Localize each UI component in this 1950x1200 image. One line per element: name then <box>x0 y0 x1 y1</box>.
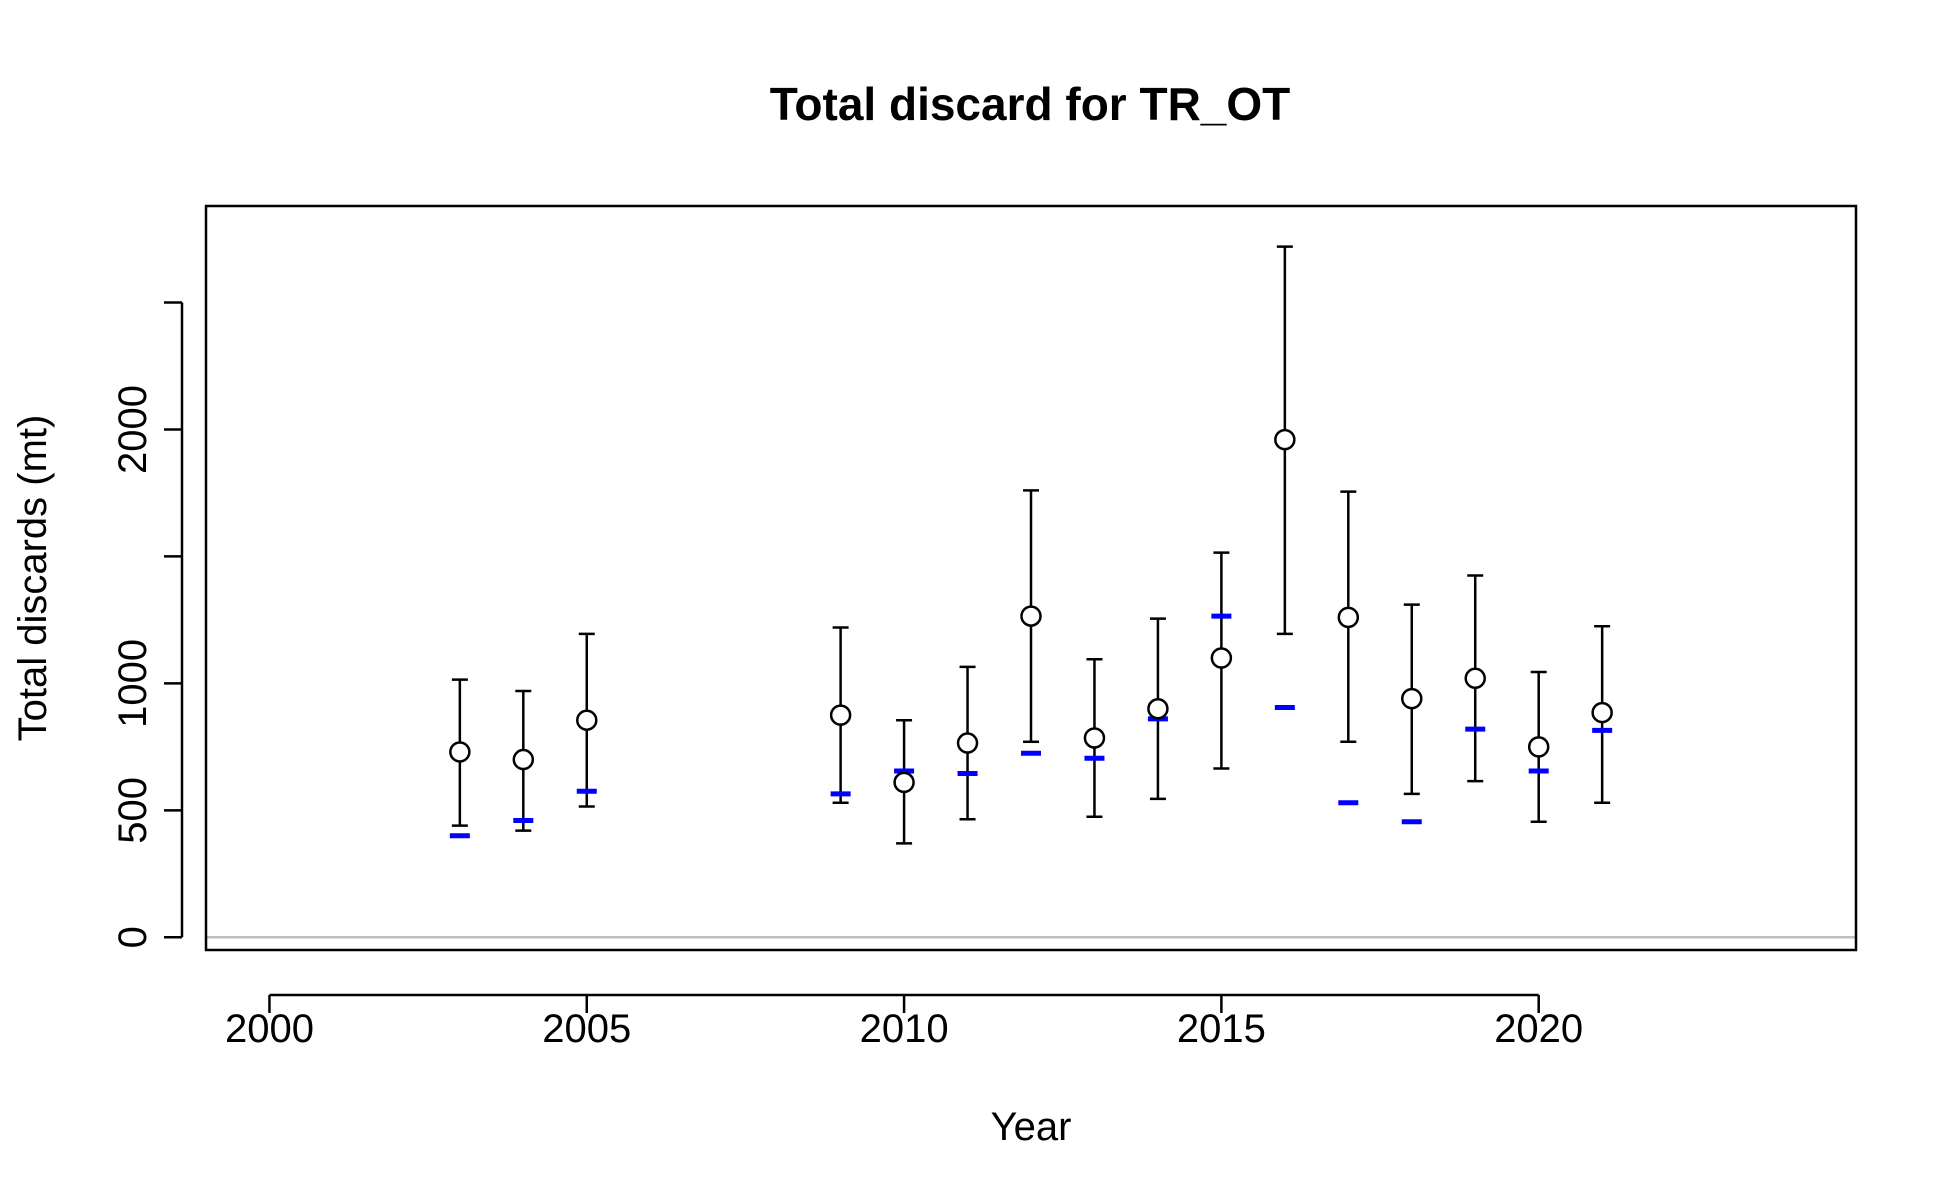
data-point-2020 <box>1527 736 1550 758</box>
y-tick-label-500: 500 <box>111 777 155 844</box>
data-point-2017 <box>1337 606 1360 629</box>
y-axis-label: Total discards (mt) <box>11 415 55 742</box>
y-tick-label-1000: 1000 <box>111 639 155 728</box>
data-point-2011 <box>956 732 979 754</box>
data-point-2004 <box>512 748 535 771</box>
y-tick-label-2000: 2000 <box>111 385 155 474</box>
data-point-2003 <box>449 741 471 763</box>
data-point-2015 <box>1210 647 1233 669</box>
y-axis: 0 500 1000 2000 <box>111 301 184 948</box>
x-tick-label-2000: 2000 <box>225 1007 314 1051</box>
data-point-2019 <box>1464 667 1486 690</box>
data-point-2016 <box>1274 428 1296 451</box>
x-tick-label-2020: 2020 <box>1494 1007 1583 1051</box>
data-point-2021 <box>1591 701 1613 724</box>
x-axis-label: Year <box>991 1105 1072 1149</box>
x-axis: 2000 2005 2010 2015 2020 <box>225 993 1583 1051</box>
data-point-2009 <box>829 704 852 726</box>
data-point-2014 <box>1147 698 1169 720</box>
plot-area <box>206 245 1856 939</box>
data-point-2012 <box>1020 605 1042 627</box>
data-point-2013 <box>1083 727 1106 749</box>
plot-frame <box>204 204 1858 952</box>
data-point-2010 <box>893 771 915 794</box>
x-tick-label-2015: 2015 <box>1177 1007 1266 1051</box>
data-point-2005 <box>576 709 598 731</box>
y-tick-label-0: 0 <box>111 926 155 948</box>
x-tick-label-2010: 2010 <box>860 1007 949 1051</box>
data-point-2018 <box>1401 687 1423 710</box>
chart-title: Total discard for TR_OT <box>770 78 1291 130</box>
x-tick-label-2005: 2005 <box>542 1007 631 1051</box>
